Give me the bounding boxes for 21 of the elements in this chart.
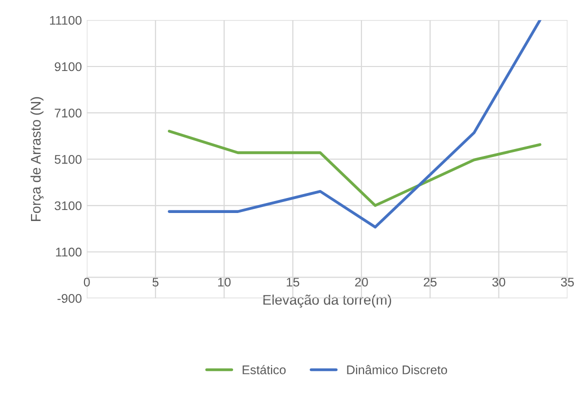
y-tick-label: 5100	[54, 154, 82, 164]
x-axis-title: Elevação da torre(m)	[263, 294, 392, 308]
y-tick-label: 3100	[54, 201, 82, 210]
legend-label: Dinâmico Discreto	[347, 365, 448, 374]
line-series	[168, 130, 542, 207]
legend-label: Estático	[242, 364, 286, 374]
y-tick-label: 9100	[54, 62, 82, 72]
y-axis-title: Força de Arrasto (N)	[30, 97, 44, 221]
y-tick-label: 11100	[50, 16, 82, 25]
y-tick-label: 7100	[54, 108, 82, 118]
y-tick-label: 1100	[56, 248, 82, 257]
line-series	[168, 20, 542, 228]
x-tick-label: 15	[286, 278, 300, 287]
x-tick-label: 20	[355, 278, 368, 287]
x-tick-label: 5	[152, 278, 158, 287]
x-tick-label: 30	[492, 278, 506, 287]
x-tick-label: 10	[218, 278, 231, 287]
x-tick-label: 35	[560, 278, 574, 287]
x-tick-label: 0	[84, 278, 90, 287]
x-tick-label: 25	[424, 278, 437, 287]
y-tick-label: -900	[58, 294, 82, 303]
